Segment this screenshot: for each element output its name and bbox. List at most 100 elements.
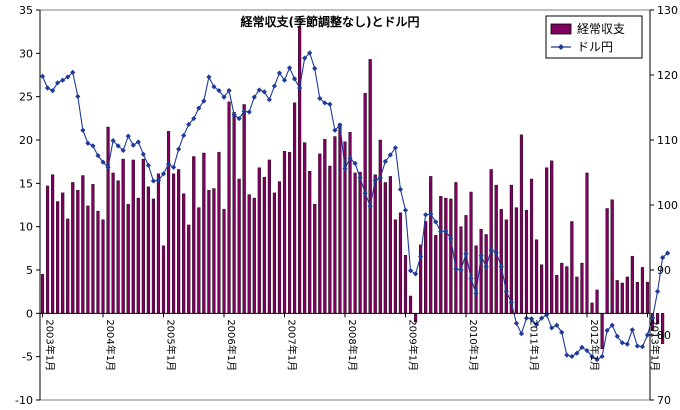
legend-bar-swatch	[550, 23, 572, 35]
bar-53	[308, 170, 312, 314]
bar-17	[126, 203, 130, 314]
line-point-11	[95, 153, 101, 159]
line-point-109	[589, 353, 595, 360]
line-point-46	[271, 83, 278, 89]
line-point-48	[281, 77, 288, 83]
line-point-20	[140, 151, 146, 157]
legend-box	[545, 15, 643, 59]
bar-44	[262, 177, 266, 314]
bar-39	[237, 178, 241, 314]
line-point-28	[181, 132, 187, 139]
line-point-108	[584, 348, 590, 354]
bar-66	[373, 174, 377, 314]
line-point-21	[145, 162, 151, 168]
bar-118	[635, 281, 639, 314]
line-point-4	[60, 77, 66, 83]
bar-26	[172, 173, 176, 314]
line-point-65	[367, 203, 373, 209]
line-point-54	[312, 65, 318, 72]
bar-1	[45, 185, 50, 314]
line-point-74	[412, 271, 419, 277]
line-point-112	[604, 327, 610, 334]
left-tick-label: 25	[19, 91, 33, 104]
line-point-25	[165, 161, 172, 167]
line-point-32	[201, 98, 207, 104]
line-point-38	[231, 112, 237, 118]
line-point-79	[438, 229, 444, 235]
bar-122	[655, 313, 660, 324]
bar-109	[590, 302, 594, 314]
bar-24	[161, 245, 166, 314]
bar-38	[232, 112, 236, 314]
line-point-120	[644, 332, 651, 338]
line-series	[39, 50, 671, 363]
bar-8	[81, 175, 85, 314]
bar-79	[439, 196, 443, 314]
bar-88	[484, 234, 488, 314]
line-point-98	[533, 322, 540, 328]
line-point-115	[619, 340, 625, 346]
line-point-35	[216, 88, 222, 94]
line-point-7	[75, 93, 81, 100]
x-tick-label: 2005年1月	[165, 319, 178, 371]
line-point-1	[44, 85, 51, 91]
line-point-92	[503, 288, 509, 295]
bar-57	[328, 165, 332, 314]
line-point-110	[594, 357, 600, 363]
line-point-105	[569, 353, 575, 360]
line-point-95	[518, 331, 525, 337]
bar-0	[40, 274, 45, 314]
line-point-27	[176, 146, 182, 152]
bar-97	[529, 178, 534, 314]
bar-67	[378, 139, 382, 314]
left-tick-label: 20	[19, 134, 33, 147]
line-point-99	[539, 315, 545, 321]
bar-89	[489, 169, 493, 314]
bar-31	[197, 207, 201, 314]
line-point-58	[332, 127, 338, 133]
x-tick-label: 2013年1月	[648, 319, 661, 371]
bar-33	[207, 190, 211, 314]
bar-14	[111, 172, 115, 314]
legend: 経常収支 ドル円	[545, 15, 643, 59]
bar-113	[610, 199, 614, 314]
bar-114	[615, 280, 619, 314]
bar-52	[303, 142, 307, 314]
bar-101	[550, 160, 554, 314]
line-point-47	[276, 70, 283, 76]
bar-5	[66, 218, 70, 314]
right-tick-label: 130	[657, 4, 678, 17]
right-tick-label: 90	[657, 264, 671, 277]
line-point-102	[554, 322, 560, 328]
line-point-53	[307, 50, 313, 56]
line-point-68	[382, 158, 388, 165]
bar-71	[398, 212, 403, 314]
line-point-19	[135, 139, 141, 145]
line-point-67	[377, 175, 383, 181]
x-tick-label: 2012年1月	[588, 319, 601, 371]
bar-85	[469, 191, 473, 314]
bar-10	[91, 183, 95, 314]
line-point-94	[513, 320, 520, 326]
bar-34	[212, 188, 216, 314]
bar-59	[338, 123, 342, 314]
x-tick-label: 2003年1月	[44, 319, 57, 371]
line-point-18	[130, 142, 136, 148]
line-point-6	[70, 69, 76, 75]
bar-2	[51, 174, 55, 314]
bar-70	[393, 219, 397, 314]
line-point-85	[468, 275, 474, 282]
bar-76	[424, 221, 428, 314]
line-point-82	[453, 266, 459, 272]
bar-78	[434, 235, 438, 314]
bar-12	[101, 219, 105, 314]
line-point-124	[665, 250, 671, 256]
bar-58	[333, 136, 337, 314]
line-point-69	[387, 152, 393, 158]
line-point-29	[186, 121, 192, 127]
line-point-123	[660, 255, 666, 261]
line-point-90	[493, 249, 499, 256]
line-point-70	[392, 145, 399, 151]
line-point-88	[483, 264, 489, 270]
bar-4	[61, 192, 65, 314]
